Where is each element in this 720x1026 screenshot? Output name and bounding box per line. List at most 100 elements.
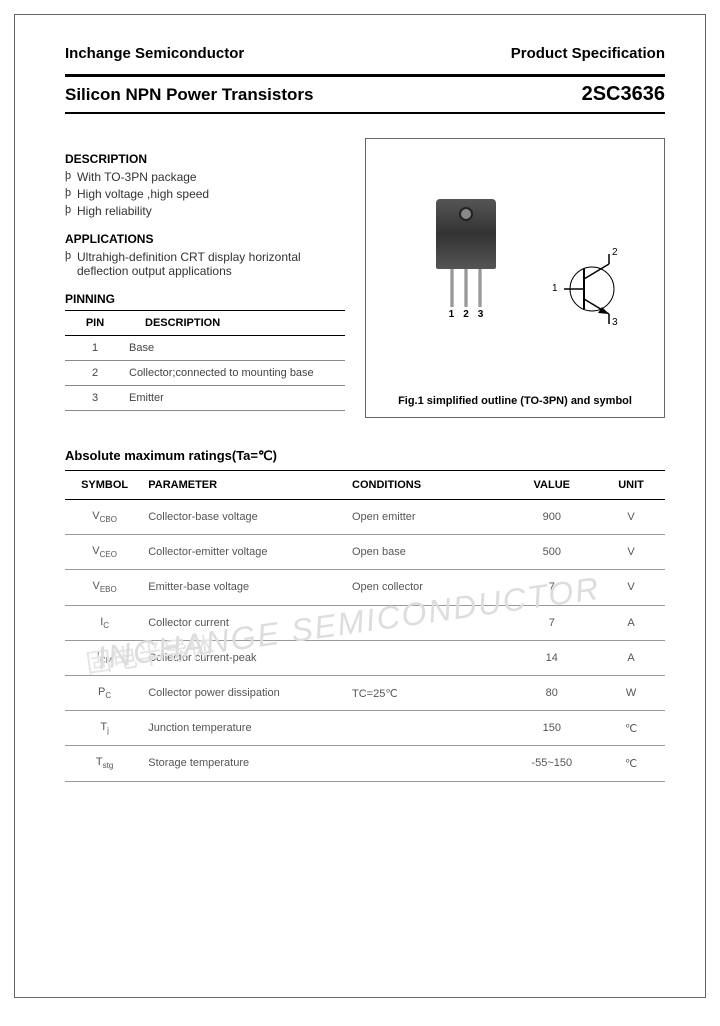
ratings-row: TjJunction temperature 150℃ [65, 711, 665, 746]
rating-parameter: Storage temperature [144, 746, 348, 781]
pin-number: 3 [65, 386, 125, 411]
ratings-heading: Absolute maximum ratings(Ta=℃) [65, 448, 665, 464]
ratings-table: SYMBOL PARAMETER CONDITIONS VALUE UNIT V… [65, 470, 665, 782]
rating-unit: A [597, 605, 665, 640]
pinning-table: PIN DESCRIPTION 1 Base 2 Collector;conne… [65, 310, 345, 411]
transistor-symbol: 1 2 3 [554, 249, 634, 329]
ratings-row: TstgStorage temperature -55~150℃ [65, 746, 665, 781]
pinning-row: 2 Collector;connected to mounting base [65, 361, 345, 386]
rating-conditions [348, 746, 506, 781]
description-list: With TO-3PN package High voltage ,high s… [65, 170, 345, 218]
ratings-col-symbol: SYMBOL [65, 471, 144, 500]
applications-heading: APPLICATIONS [65, 232, 345, 246]
rating-symbol: Tstg [65, 746, 144, 781]
header-row: Inchange Semiconductor Product Specifica… [65, 45, 665, 62]
pin-icon [478, 267, 482, 307]
figure-box: 1 2 3 1 [365, 138, 665, 418]
transistor-body [436, 199, 496, 269]
rating-unit: V [597, 570, 665, 605]
rating-unit: A [597, 640, 665, 675]
ratings-row: VCBOCollector-base voltageOpen emitter90… [65, 500, 665, 535]
rating-unit: V [597, 500, 665, 535]
rating-unit: V [597, 535, 665, 570]
right-column: 1 2 3 1 [365, 138, 665, 418]
rating-parameter: Emitter-base voltage [144, 570, 348, 605]
rating-value: 14 [506, 640, 597, 675]
rating-symbol: PC [65, 675, 144, 710]
rating-parameter: Collector power dissipation [144, 675, 348, 710]
ratings-row: ICMCollector current-peak 14A [65, 640, 665, 675]
ratings-row: PCCollector power dissipationTC=25℃80W [65, 675, 665, 710]
datasheet-page: 固电半导体 INCHANGE SEMICONDUCTOR Inchange Se… [14, 14, 706, 998]
pin-label: 2 [463, 309, 469, 320]
rating-value: 7 [506, 605, 597, 640]
rating-unit: ℃ [597, 711, 665, 746]
pin-label: 3 [478, 309, 484, 320]
rating-symbol: IC [65, 605, 144, 640]
npn-symbol-icon [554, 249, 634, 329]
rating-parameter: Collector current [144, 605, 348, 640]
ratings-col-unit: UNIT [597, 471, 665, 500]
figure-caption: Fig.1 simplified outline (TO-3PN) and sy… [366, 395, 664, 407]
rating-conditions: Open collector [348, 570, 506, 605]
rating-value: -55~150 [506, 746, 597, 781]
rating-symbol: VCEO [65, 535, 144, 570]
company-name: Inchange Semiconductor [65, 45, 244, 62]
rating-value: 150 [506, 711, 597, 746]
pin-desc: Base [125, 336, 345, 361]
pinning-col-pin: PIN [65, 311, 125, 336]
rating-symbol: VCBO [65, 500, 144, 535]
pin-label: 1 [449, 309, 455, 320]
pinning-row: 1 Base [65, 336, 345, 361]
ratings-col-conditions: CONDITIONS [348, 471, 506, 500]
rating-symbol: ICM [65, 640, 144, 675]
rating-unit: W [597, 675, 665, 710]
rating-conditions: Open emitter [348, 500, 506, 535]
rating-conditions [348, 640, 506, 675]
pinning-row: 3 Emitter [65, 386, 345, 411]
transistor-pins [426, 267, 506, 307]
pin-icon [464, 267, 468, 307]
rating-value: 80 [506, 675, 597, 710]
rating-value: 900 [506, 500, 597, 535]
transistor-image: 1 2 3 [426, 199, 506, 319]
ratings-row: VEBOEmitter-base voltageOpen collector7V [65, 570, 665, 605]
ratings-col-value: VALUE [506, 471, 597, 500]
rating-value: 7 [506, 570, 597, 605]
pin-desc: Collector;connected to mounting base [125, 361, 345, 386]
top-columns: DESCRIPTION With TO-3PN package High vol… [65, 138, 665, 418]
symbol-emitter-label: 3 [612, 317, 618, 328]
rating-parameter: Junction temperature [144, 711, 348, 746]
rating-value: 500 [506, 535, 597, 570]
ratings-col-parameter: PARAMETER [144, 471, 348, 500]
left-column: DESCRIPTION With TO-3PN package High vol… [65, 138, 345, 418]
part-number: 2SC3636 [582, 83, 665, 106]
doc-type: Product Specification [511, 45, 665, 62]
pin-number-labels: 1 2 3 [426, 309, 506, 320]
applications-item: Ultrahigh-definition CRT display horizon… [65, 250, 345, 278]
ratings-row: ICCollector current 7A [65, 605, 665, 640]
pin-icon [450, 267, 454, 307]
pinning-heading: PINNING [65, 292, 345, 306]
transistor-hole-icon [459, 207, 473, 221]
rating-parameter: Collector-base voltage [144, 500, 348, 535]
rating-parameter: Collector current-peak [144, 640, 348, 675]
rating-conditions [348, 605, 506, 640]
symbol-collector-label: 2 [612, 247, 618, 258]
rating-symbol: Tj [65, 711, 144, 746]
description-item: High voltage ,high speed [65, 187, 345, 201]
pinning-col-desc: DESCRIPTION [125, 311, 345, 336]
rating-conditions: Open base [348, 535, 506, 570]
pin-number: 1 [65, 336, 125, 361]
ratings-row: VCEOCollector-emitter voltageOpen base50… [65, 535, 665, 570]
title-bar: Silicon NPN Power Transistors 2SC3636 [65, 74, 665, 114]
description-heading: DESCRIPTION [65, 152, 345, 166]
pin-desc: Emitter [125, 386, 345, 411]
description-item: With TO-3PN package [65, 170, 345, 184]
rating-unit: ℃ [597, 746, 665, 781]
pin-number: 2 [65, 361, 125, 386]
symbol-base-label: 1 [552, 283, 558, 294]
rating-parameter: Collector-emitter voltage [144, 535, 348, 570]
rating-conditions [348, 711, 506, 746]
rating-conditions: TC=25℃ [348, 675, 506, 710]
